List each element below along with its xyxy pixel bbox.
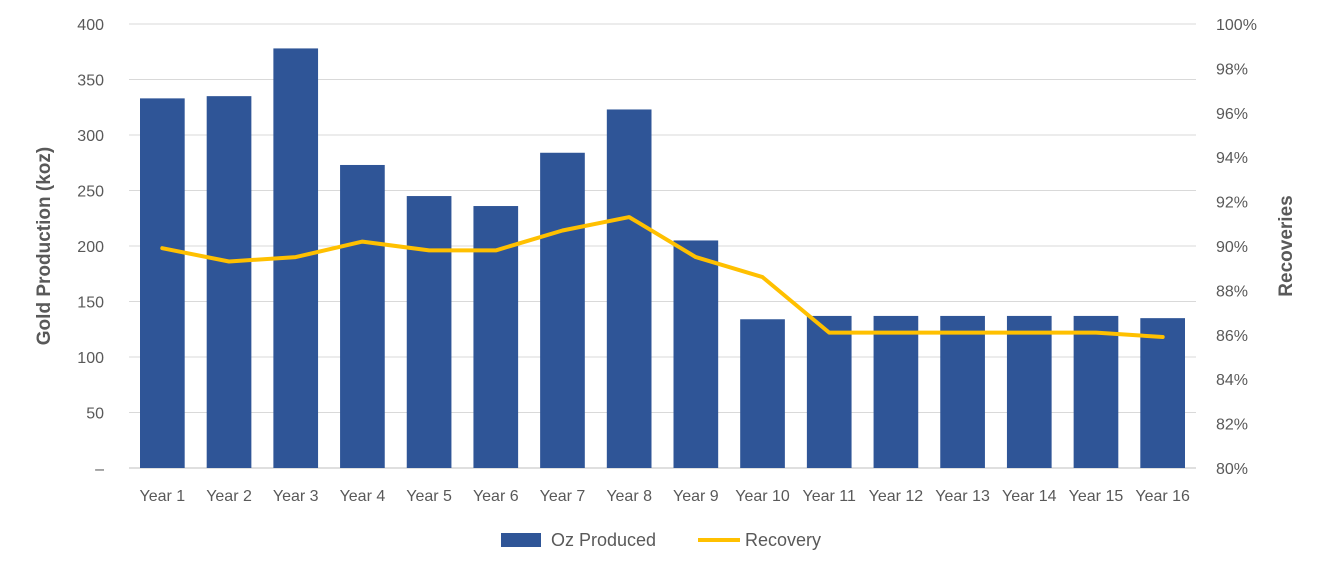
y2-tick-label: 86% (1216, 328, 1248, 345)
x-tick-label: Year 8 (606, 488, 652, 505)
y-tick-label: 200 (77, 239, 104, 256)
y-tick-label: 50 (86, 406, 104, 423)
x-tick-label: Year 5 (406, 488, 452, 505)
bar (806, 315, 852, 468)
x-tick-label: Year 9 (673, 488, 719, 505)
y-tick-label: 350 (77, 73, 104, 90)
bar (340, 164, 385, 468)
bar-series (140, 48, 1185, 469)
bar (206, 96, 252, 469)
x-tick-label: Year 13 (935, 488, 990, 505)
x-tick-label: Year 11 (803, 488, 856, 505)
x-tick-label: Year 16 (1135, 488, 1190, 505)
y2-tick-label: 94% (1216, 150, 1248, 167)
y-tick-label: 300 (77, 128, 104, 145)
legend-swatch-bar (501, 533, 541, 547)
x-tick-label: Year 1 (140, 488, 186, 505)
recovery-line (160, 215, 1165, 339)
y2-tick-label: 80% (1216, 461, 1248, 478)
bar (940, 315, 985, 468)
bar (540, 152, 585, 468)
y2-tick-label: 98% (1216, 61, 1248, 78)
bar (140, 98, 185, 469)
x-tick-label: Year 12 (869, 488, 924, 505)
y2-tick-label: 90% (1216, 239, 1248, 256)
y2-tick-label: 88% (1216, 283, 1248, 300)
y2-tick-label: 84% (1216, 372, 1248, 389)
x-tick-label: Year 3 (273, 488, 319, 505)
x-tick-label: Year 2 (206, 488, 252, 505)
x-tick-label: Year 14 (1002, 488, 1057, 505)
x-tick-label: Year 10 (735, 488, 790, 505)
bar (1073, 315, 1119, 468)
bar (740, 319, 785, 468)
bar (606, 109, 652, 468)
y2-tick-label: 96% (1216, 106, 1248, 123)
y2-tick-label: 82% (1216, 417, 1248, 434)
bar (406, 196, 452, 469)
y-tick-label: 150 (77, 295, 104, 312)
bar (673, 240, 719, 468)
x-tick-label: Year 15 (1069, 488, 1124, 505)
legend-label-line: Recovery (745, 530, 821, 550)
y-tick-label: 400 (77, 17, 104, 34)
line-series (160, 215, 1165, 339)
x-tick-label: Year 6 (473, 488, 519, 505)
axes: – 50 100 150 200 250 300 350 400 80% 82% 84% 86% 88% 9… (77, 17, 1257, 505)
bar (873, 315, 919, 468)
y2-tick-label: 92% (1216, 195, 1248, 212)
y2-axis-title: Recoveries (1276, 195, 1297, 296)
y-tick-label: 100 (77, 350, 104, 367)
y-axis-title: Gold Production (koz) (34, 147, 55, 345)
legend: Oz Produced Recovery (501, 530, 821, 550)
bar (1140, 318, 1185, 468)
bar (1006, 315, 1052, 468)
y-tick-label: 250 (77, 184, 104, 201)
y-tick-label: – (95, 461, 104, 478)
x-tick-label: Year 7 (540, 488, 586, 505)
x-tick-label: Year 4 (340, 488, 386, 505)
legend-label-bar: Oz Produced (551, 530, 656, 550)
y2-tick-label: 100% (1216, 17, 1257, 34)
